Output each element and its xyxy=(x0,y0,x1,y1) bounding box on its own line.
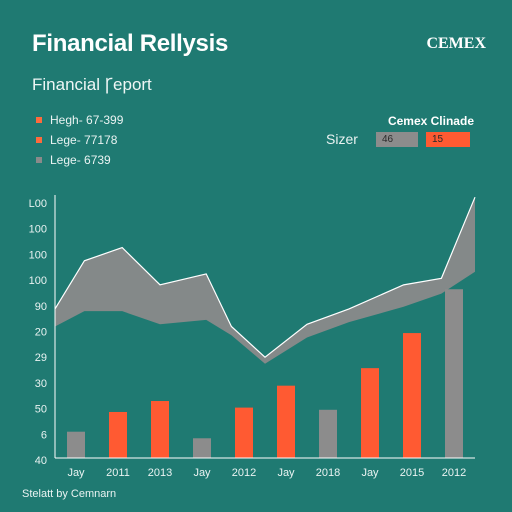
bar xyxy=(151,401,169,458)
x-tick-label: 2011 xyxy=(106,467,130,479)
bar xyxy=(109,411,127,458)
x-tick-label: Jay xyxy=(361,467,379,479)
legend-label: Hegh- 67-399 xyxy=(50,113,124,127)
y-tick-label: 40 xyxy=(35,455,47,467)
x-tick-label: 2012 xyxy=(232,467,256,479)
x-tick-label: 2012 xyxy=(442,467,466,479)
panel-label: Sizer xyxy=(326,131,358,147)
y-tick-label: 20 xyxy=(35,327,47,339)
area-upper-line xyxy=(54,196,476,358)
x-tick-label: 2015 xyxy=(400,467,424,479)
bar xyxy=(193,438,211,458)
y-tick-label: 50 xyxy=(35,404,47,416)
bar xyxy=(277,385,295,458)
bar xyxy=(403,333,421,458)
chart-subtitle: Financial Ꞅeport xyxy=(32,75,152,94)
legend-label: Lege- 77178 xyxy=(50,133,118,147)
legend-swatch xyxy=(36,157,42,163)
footer-credit: Stelatt by Cemnarn xyxy=(22,488,117,500)
bar xyxy=(235,407,253,458)
panel-value-box: 46 xyxy=(376,131,418,147)
legend-item: Lege- 77178 xyxy=(36,130,123,150)
y-tick-label: 90 xyxy=(35,301,47,313)
x-tick-label: 2018 xyxy=(316,467,340,479)
y-tick-label: 100 xyxy=(29,275,47,287)
chart-title: Financial Rellysis xyxy=(32,30,229,57)
x-tick-label: Jay xyxy=(277,467,295,479)
x-tick-label: Jay xyxy=(193,467,211,479)
legend-item: Hegh- 67-399 xyxy=(36,110,123,130)
y-tick-label: L00 xyxy=(29,198,47,210)
bar xyxy=(445,289,463,458)
area-band xyxy=(55,197,475,364)
bar xyxy=(361,368,379,458)
bar xyxy=(67,431,85,458)
panel-row: Sizer 46 15 xyxy=(326,131,470,147)
brand-logo-text: CEMEX xyxy=(426,35,486,52)
legend-swatch xyxy=(36,117,42,123)
panel-value-box: 15 xyxy=(426,131,470,147)
y-tick-label: 100 xyxy=(29,224,47,236)
legend-label: Lege- 6739 xyxy=(50,153,111,167)
legend: Hegh- 67-399 Lege- 77178 Lege- 6739 xyxy=(36,110,123,170)
legend-item: Lege- 6739 xyxy=(36,150,123,170)
y-tick-label: 6 xyxy=(41,429,47,441)
bar xyxy=(319,409,337,458)
y-tick-label: 30 xyxy=(35,378,47,390)
chart-area: L00 100 100 100 90 20 29 30 50 6 40 Jay 2011 2013 Jay 2… xyxy=(29,195,476,479)
legend-swatch xyxy=(36,137,42,143)
x-tick-label: 2013 xyxy=(148,467,172,479)
panel-title: Cemex Clinade xyxy=(387,114,474,128)
y-tick-label: 29 xyxy=(35,352,47,364)
y-tick-label: 100 xyxy=(29,249,47,261)
x-tick-label: Jay xyxy=(67,467,85,479)
